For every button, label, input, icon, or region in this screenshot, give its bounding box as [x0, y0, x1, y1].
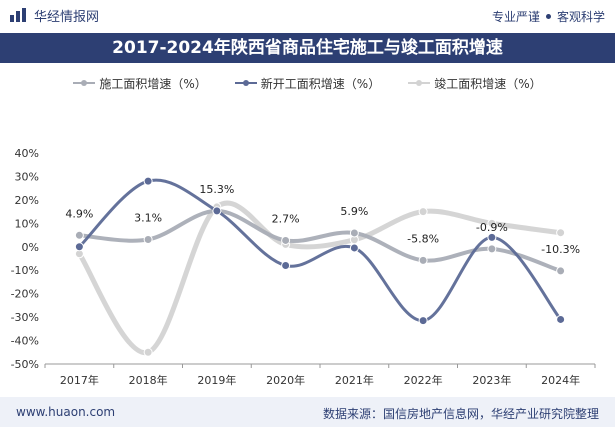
- data-point-construction: [556, 266, 566, 276]
- y-tick-label: 30%: [15, 170, 39, 183]
- data-label: 5.9%: [340, 205, 368, 218]
- data-point-completion: [418, 207, 428, 217]
- slogan-right: 客观科学: [556, 10, 605, 24]
- legend-label-completion: 竣工面积增速（%）: [434, 76, 542, 91]
- legend-line-marker-icon: [73, 78, 96, 88]
- data-point-completion: [143, 347, 153, 357]
- data-point-new-starts: [143, 176, 153, 186]
- series-line-construction: [77, 208, 563, 273]
- footer: www.huaon.com 数据来源：国信房地产信息网，华经产业研究院整理: [0, 397, 615, 427]
- data-point-completion: [487, 218, 497, 228]
- legend-item-new-starts[interactable]: 新开工面积增速（%）: [234, 75, 381, 92]
- legend-item-completion[interactable]: 竣工面积增速（%）: [408, 75, 542, 92]
- data-point-new-starts: [281, 261, 291, 271]
- data-label: 4.9%: [65, 207, 93, 220]
- brand-name: 华经情报网: [34, 9, 100, 25]
- data-point-new-starts: [418, 316, 428, 326]
- data-label: 2.7%: [272, 212, 300, 225]
- slogan-dot-icon: [545, 14, 551, 19]
- legend-line-marker-icon: [234, 78, 257, 88]
- x-tick-label: 2022年: [404, 373, 443, 387]
- x-tick-label: 2020年: [266, 373, 305, 387]
- x-tick-label: 2017年: [60, 373, 99, 387]
- y-tick-label: -20%: [11, 288, 39, 301]
- data-label: -0.9%: [476, 221, 508, 234]
- data-point-construction: [143, 235, 153, 245]
- x-tick-label: 2023年: [472, 373, 511, 387]
- legend-label-new-starts: 新开工面积增速（%）: [260, 76, 381, 91]
- y-tick-label: -10%: [11, 264, 39, 277]
- slogan-left: 专业严谨: [491, 10, 540, 24]
- y-tick-label: 0%: [22, 241, 39, 254]
- brand[interactable]: 华经情报网: [10, 6, 99, 25]
- data-point-construction: [418, 255, 428, 265]
- chart-legend: 施工面积增速（%） 新开工面积增速（%） 竣工面积增速（%）: [0, 72, 615, 94]
- footer-url[interactable]: www.huaon.com: [16, 405, 116, 419]
- data-point-construction: [281, 235, 291, 245]
- x-tick-label: 2018年: [129, 373, 168, 387]
- data-label: -10.3%: [541, 243, 580, 256]
- data-point-new-starts: [212, 206, 222, 216]
- data-label: -5.8%: [407, 232, 439, 245]
- data-point-new-starts: [487, 232, 497, 242]
- data-point-completion: [556, 228, 566, 238]
- y-tick-label: -50%: [11, 358, 39, 371]
- footer-source: 数据来源：国信房地产信息网，华经产业研究院整理: [322, 407, 599, 421]
- legend-item-construction[interactable]: 施工面积增速（%）: [73, 75, 207, 92]
- x-tick-label: 2024年: [541, 373, 580, 387]
- top-bar: 华经情报网 专业严谨 客观科学: [0, 0, 615, 30]
- brand-logo-icon: [10, 8, 26, 22]
- y-tick-label: 40%: [15, 147, 39, 160]
- data-point-construction: [487, 244, 497, 254]
- x-tick-label: 2019年: [197, 373, 236, 387]
- y-tick-label: -40%: [11, 335, 39, 348]
- legend-line-marker-icon: [408, 78, 431, 88]
- data-point-new-starts: [349, 243, 359, 253]
- y-tick-label: 20%: [15, 194, 39, 207]
- data-label: 3.1%: [134, 212, 162, 225]
- data-point-construction: [74, 230, 84, 240]
- data-point-new-starts: [556, 314, 566, 324]
- slogan: 专业严谨 客观科学: [492, 8, 605, 25]
- x-tick-label: 2021年: [335, 373, 374, 387]
- data-point-construction: [349, 228, 359, 238]
- data-label: 15.3%: [199, 183, 234, 196]
- y-tick-label: -30%: [11, 311, 39, 324]
- data-point-new-starts: [74, 242, 84, 252]
- chart-title: 2017-2024年陕西省商品住宅施工与竣工面积增速: [0, 33, 615, 63]
- legend-label-construction: 施工面积增速（%）: [99, 76, 207, 91]
- y-tick-label: 10%: [15, 217, 39, 230]
